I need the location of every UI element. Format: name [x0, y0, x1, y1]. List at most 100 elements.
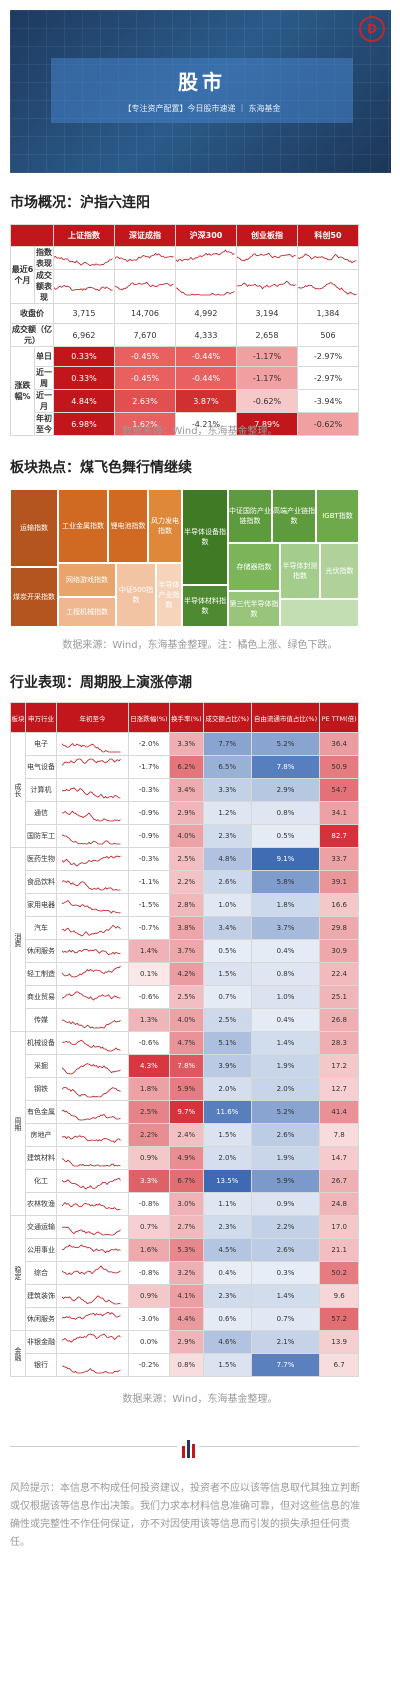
volume-share: 1.1% — [202, 1192, 252, 1216]
pe-ttm: 50.9 — [319, 755, 359, 779]
industry-sparkline — [55, 801, 129, 825]
float-cap-share: 0.7% — [250, 1307, 321, 1331]
turnover-rate: 2.9% — [168, 1330, 204, 1354]
daily-change: -0.6% — [127, 985, 170, 1009]
industry-name: 公用事业 — [24, 1238, 57, 1262]
change-period-label: 近一周 — [34, 366, 54, 390]
volume-share: 3.3% — [202, 778, 252, 802]
turnover-rate: 2.8% — [168, 893, 204, 917]
industry-name: 通信 — [24, 801, 57, 825]
pe-ttm: 50.2 — [319, 1261, 359, 1285]
change-value: 2.63% — [113, 389, 176, 413]
industry-sparkline — [55, 1008, 129, 1032]
daily-change: -0.3% — [127, 778, 170, 802]
pe-ttm: 24.8 — [319, 1192, 359, 1216]
volume-sparkline — [174, 269, 237, 304]
pe-ttm: 12.7 — [319, 1077, 359, 1101]
pe-ttm: 41.4 — [319, 1100, 359, 1124]
float-cap-share: 1.9% — [250, 1054, 321, 1078]
pe-ttm: 29.8 — [319, 916, 359, 940]
daily-change: -1.5% — [127, 893, 170, 917]
daily-change: -2.0% — [127, 732, 170, 756]
float-cap-share: 0.4% — [250, 1008, 321, 1032]
industry-group-label: 金融 — [10, 1330, 26, 1377]
industry-sparkline — [55, 824, 129, 848]
turnover-rate: 2.9% — [168, 801, 204, 825]
industry-sparkline — [55, 1307, 129, 1331]
industry-sparkline — [55, 1353, 129, 1377]
volume-share: 1.5% — [202, 1123, 252, 1147]
daily-change: -1.7% — [127, 755, 170, 779]
industry-col-header: 换手率(%) — [168, 702, 204, 733]
volume-share: 7.7% — [202, 732, 252, 756]
divider-bars-icon — [177, 1434, 199, 1458]
treemap-tile-semi2: 半导体封测指数 — [280, 543, 320, 599]
overview-col-header: 深证成指 — [113, 224, 176, 247]
header-banner: D 股市 【专注资产配置】今日股市速递 ｜ 东海基金 — [10, 10, 391, 173]
pe-ttm: 26.7 — [319, 1169, 359, 1193]
volume-share: 0.7% — [202, 985, 252, 1009]
volume-share: 1.5% — [202, 1353, 252, 1377]
industry-group-label: 消费 — [10, 847, 26, 1032]
float-cap-share: 2.6% — [250, 1238, 321, 1262]
industry-col-header: 申万行业 — [24, 702, 57, 733]
industry-group-label: 成长 — [10, 732, 26, 848]
treemap-tile-semi3: 半导体产业指数 — [156, 563, 182, 627]
industry-col-header: 成交额占比(%) — [202, 702, 252, 733]
pe-ttm: 14.7 — [319, 1146, 359, 1170]
change-value: 1.62% — [113, 412, 176, 436]
treemap-tile-defense: 中证国防产业链指数 — [228, 489, 272, 543]
industry-col-header: 板块 — [10, 702, 26, 733]
daily-change: 0.0% — [127, 1330, 170, 1354]
daily-change: 3.3% — [127, 1169, 170, 1193]
industry-name: 交通运输 — [24, 1215, 57, 1239]
float-cap-share: 0.4% — [250, 939, 321, 963]
pe-ttm: 26.8 — [319, 1008, 359, 1032]
daily-change: 1.4% — [127, 939, 170, 963]
treemap-tile-chipmat: 半导体材料指数 — [182, 585, 228, 627]
banner-title-box: 股市 【专注资产配置】今日股市速递 ｜ 东海基金 — [51, 58, 353, 123]
turnover-rate: 4.7% — [168, 1031, 204, 1055]
turnover-rate: 4.9% — [168, 1146, 204, 1170]
section-sector-title: 板块热点：煤飞色舞行情继续 — [10, 460, 192, 476]
industry-sparkline — [55, 1330, 129, 1354]
close-value: 14,706 — [113, 303, 176, 324]
pe-ttm: 39.1 — [319, 870, 359, 894]
treemap-tile-software: 网络游戏指数 — [58, 563, 116, 597]
change-value: -0.45% — [113, 366, 176, 390]
close-value: 3,194 — [235, 303, 298, 324]
change-value: -0.62% — [296, 412, 360, 436]
industry-name: 家用电器 — [24, 893, 57, 917]
float-cap-share: 0.5% — [250, 824, 321, 848]
volume-share: 3.9% — [202, 1054, 252, 1078]
index-sparkline — [113, 246, 176, 270]
float-cap-share: 2.2% — [250, 1215, 321, 1239]
volume-share: 2.3% — [202, 1284, 252, 1308]
volume-share: 0.5% — [202, 939, 252, 963]
industry-name: 化工 — [24, 1169, 57, 1193]
industry-name: 综合 — [24, 1261, 57, 1285]
turnover-rate: 6.2% — [168, 755, 204, 779]
turnover-rate: 4.4% — [168, 1307, 204, 1331]
industry-name: 建筑装饰 — [24, 1284, 57, 1308]
close-value: 3,715 — [52, 303, 115, 324]
float-cap-share: 5.2% — [250, 1100, 321, 1124]
industry-col-header: 日涨跌幅(%) — [127, 702, 170, 733]
treemap-tile-wind: 风力发电指数 — [148, 489, 182, 563]
float-cap-share: 5.9% — [250, 1169, 321, 1193]
index-sparkline — [296, 246, 360, 270]
section-industry-title: 行业表现：周期股上演涨停潮 — [10, 675, 192, 691]
daily-change: 2.2% — [127, 1123, 170, 1147]
industry-name: 农林牧渔 — [24, 1192, 57, 1216]
industry-name: 休闲服务 — [24, 1307, 57, 1331]
change-value: 0.33% — [52, 346, 115, 367]
volume-share: 0.4% — [202, 1261, 252, 1285]
industry-sparkline — [55, 1077, 129, 1101]
change-value: -1.17% — [235, 346, 298, 367]
turnover-rate: 5.3% — [168, 1238, 204, 1262]
float-cap-share: 1.4% — [250, 1031, 321, 1055]
volume-share: 13.5% — [202, 1169, 252, 1193]
daily-change: 4.3% — [127, 1054, 170, 1078]
turnover-value: 4,333 — [174, 323, 237, 347]
change-value: -0.45% — [113, 346, 176, 367]
